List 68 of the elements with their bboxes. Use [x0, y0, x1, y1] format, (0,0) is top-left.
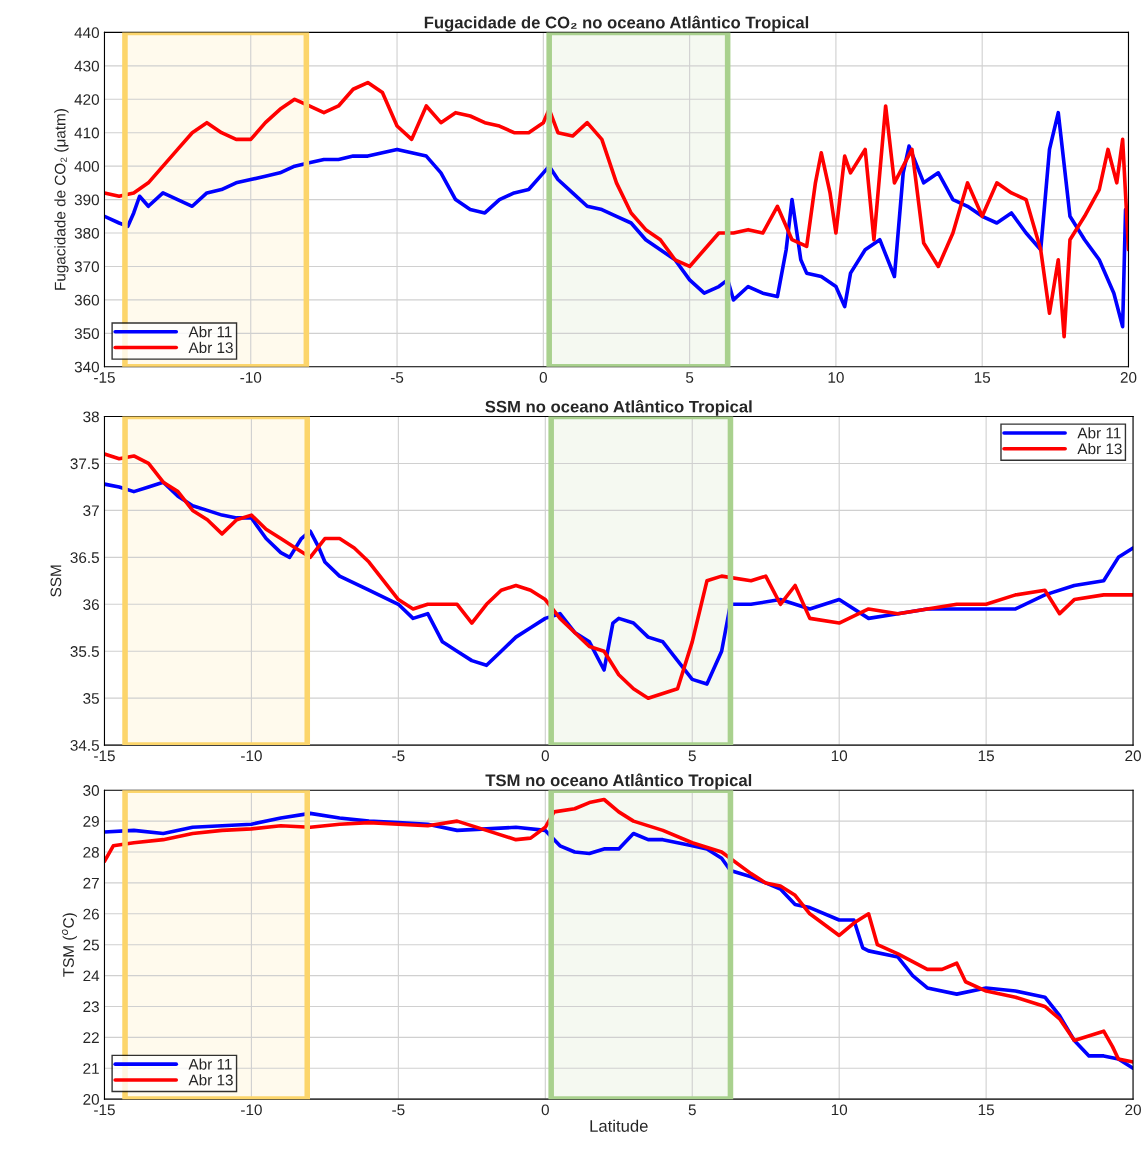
x-tick-label: 0: [539, 372, 547, 383]
legend-label: Abr 13: [1077, 442, 1122, 455]
x-tick-label: 15: [974, 372, 991, 383]
y-tick-label: 340: [74, 361, 100, 373]
y-axis-title: TSM ($^{o}$C): [61, 913, 77, 977]
legend-label: Abr 13: [188, 1074, 233, 1086]
y-tick-label: 20: [83, 1094, 100, 1105]
y-tick-label: 420: [74, 94, 100, 105]
y-tick-label: 37: [83, 505, 99, 517]
y-tick-label: 30: [83, 785, 100, 796]
x-tick-label: -5: [390, 372, 404, 383]
legend-label: Abr 11: [1077, 427, 1121, 439]
y-axis-title: SSM: [50, 565, 62, 597]
x-tick-label: -10: [241, 1104, 262, 1116]
x-tick-label: 20: [1125, 750, 1141, 762]
y-tick-label: 28: [83, 846, 99, 858]
y-tick-label: 400: [74, 161, 100, 172]
x-tick-label: -15: [94, 372, 115, 383]
x-tick-label: -10: [241, 750, 262, 762]
y-tick-label: 360: [74, 294, 100, 306]
x-tick-label: 15: [978, 1104, 994, 1116]
y-tick-label: 21: [83, 1063, 99, 1074]
y-tick-label: 23: [83, 1001, 99, 1013]
y-tick-label: 25: [83, 939, 99, 951]
x-tick-label: 20: [1120, 372, 1137, 383]
x-tick-label: -15: [94, 750, 115, 762]
y-axis-title: Fugacidade de CO₂ (μatm): [54, 109, 69, 290]
y-tick-label: 34.5: [70, 739, 99, 751]
x-tick-label: 5: [688, 750, 696, 762]
x-tick-label: -5: [392, 750, 405, 762]
x-tick-label: 10: [828, 372, 844, 383]
chart-title: Fugacidade de CO₂ no oceano Atlântico Tropical: [424, 15, 809, 32]
y-tick-label: 37.5: [70, 458, 99, 470]
x-tick-label: -5: [392, 1104, 405, 1116]
line-series: [104, 80, 1129, 339]
x-tick-label: 10: [831, 1104, 848, 1116]
x-tick-label: 15: [978, 750, 994, 762]
y-tick-label: 36.5: [70, 552, 99, 564]
x-tick-label: 5: [685, 372, 694, 383]
y-tick-label: 26: [83, 908, 99, 920]
chart-title: TSM no oceano Atlântico Tropical: [485, 773, 752, 790]
x-tick-label: 0: [541, 1104, 549, 1116]
x-tick-label: -10: [240, 372, 262, 383]
legend-label: Abr 11: [188, 326, 232, 338]
y-tick-label: 35: [83, 693, 99, 704]
y-tick-label: 36: [83, 599, 99, 610]
y-tick-label: 430: [74, 60, 100, 72]
x-tick-label: 20: [1125, 1104, 1141, 1116]
x-tick-label: 10: [831, 750, 848, 762]
chart-title: SSM no oceano Atlântico Tropical: [485, 399, 752, 416]
y-tick-label: 380: [74, 227, 100, 239]
x-tick-label: -15: [94, 1104, 115, 1116]
y-tick-label: 370: [74, 261, 100, 273]
y-tick-label: 27: [83, 877, 99, 889]
y-tick-label: 35.5: [70, 646, 99, 657]
x-tick-label: 5: [688, 1104, 696, 1116]
y-tick-label: 350: [74, 328, 100, 340]
legend-label: Abr 11: [188, 1058, 232, 1070]
y-tick-label: 440: [74, 27, 100, 39]
y-tick-label: 22: [83, 1032, 99, 1043]
x-tick-label: 0: [541, 750, 549, 762]
legend-label: Abr 13: [188, 341, 233, 354]
x-axis-title: Latitude: [590, 1119, 648, 1132]
y-tick-label: 390: [74, 194, 100, 206]
y-tick-label: 38: [83, 411, 99, 423]
y-tick-label: 410: [74, 127, 100, 139]
y-tick-label: 24: [83, 970, 100, 982]
y-tick-label: 29: [83, 815, 99, 827]
